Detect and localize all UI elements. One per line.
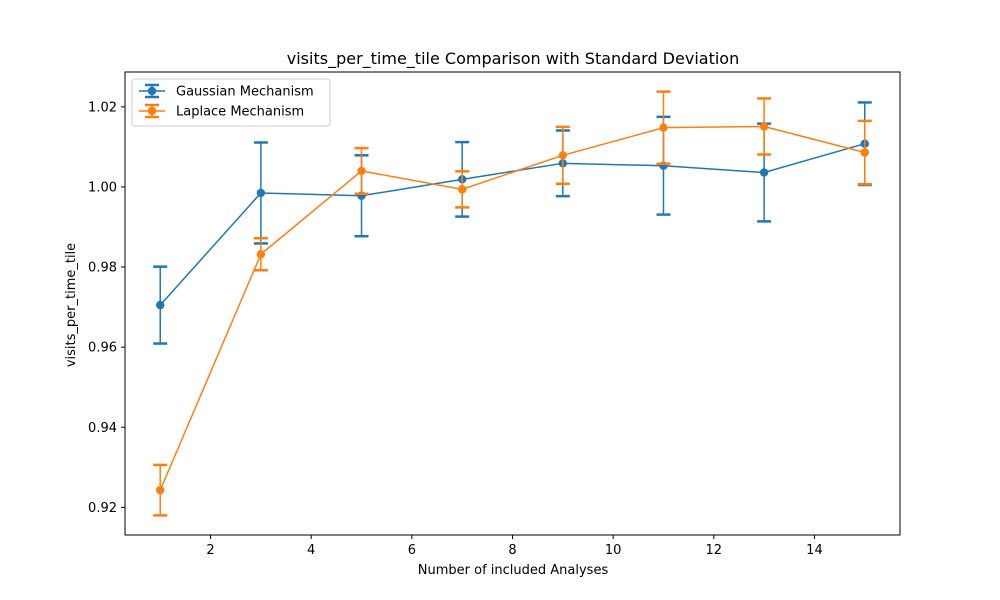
data-point — [156, 300, 165, 310]
y-tick-label: 1.02 — [88, 100, 117, 115]
data-point — [357, 166, 366, 176]
y-tick-label: 0.98 — [88, 261, 117, 276]
legend-label: Laplace Mechanism — [176, 105, 304, 120]
legend-marker — [147, 106, 157, 116]
x-tick-label: 10 — [605, 543, 622, 558]
data-point — [759, 168, 769, 177]
chart-title: visits_per_time_tile Comparison with Sta… — [287, 49, 739, 69]
x-tick-label: 14 — [806, 543, 823, 558]
y-tick-label: 1.00 — [88, 180, 117, 195]
x-tick-label: 6 — [408, 543, 416, 558]
data-point — [256, 188, 266, 198]
data-point — [860, 148, 869, 157]
x-axis-label: Number of included Analyses — [418, 563, 609, 578]
data-point — [156, 485, 165, 495]
legend-label: Gaussian Mechanism — [176, 85, 314, 100]
data-point — [759, 122, 769, 131]
data-point — [256, 250, 266, 259]
legend-entry: Gaussian Mechanism — [139, 83, 314, 100]
legend-box — [131, 78, 331, 127]
legend: Gaussian Mechanism Laplace Mechanism — [131, 78, 331, 127]
x-tick-label: 12 — [706, 543, 723, 558]
y-axis-label: visits_per_time_tile — [64, 243, 79, 367]
data-point — [558, 151, 568, 160]
data-point — [659, 123, 668, 132]
data-point — [457, 185, 467, 194]
y-tick-label: 0.94 — [88, 421, 117, 436]
legend-entry: Laplace Mechanism — [139, 103, 304, 120]
x-tick-label: 2 — [206, 543, 214, 558]
plot-area: 2 4 6 8 10 12 14 0.92 0.94 0.96 0.98 1.00 1.02 Gaussi… — [88, 71, 901, 558]
y-tick-label: 0.96 — [88, 341, 117, 356]
series-gaussian-mechanism — [153, 101, 872, 345]
x-tick-label: 8 — [508, 543, 516, 558]
series-line — [159, 142, 865, 306]
x-tick-label: 4 — [307, 543, 315, 558]
y-tick-label: 0.92 — [88, 501, 117, 516]
series-laplace-mechanism — [153, 90, 872, 517]
series-line — [159, 125, 865, 491]
legend-marker — [147, 86, 157, 96]
